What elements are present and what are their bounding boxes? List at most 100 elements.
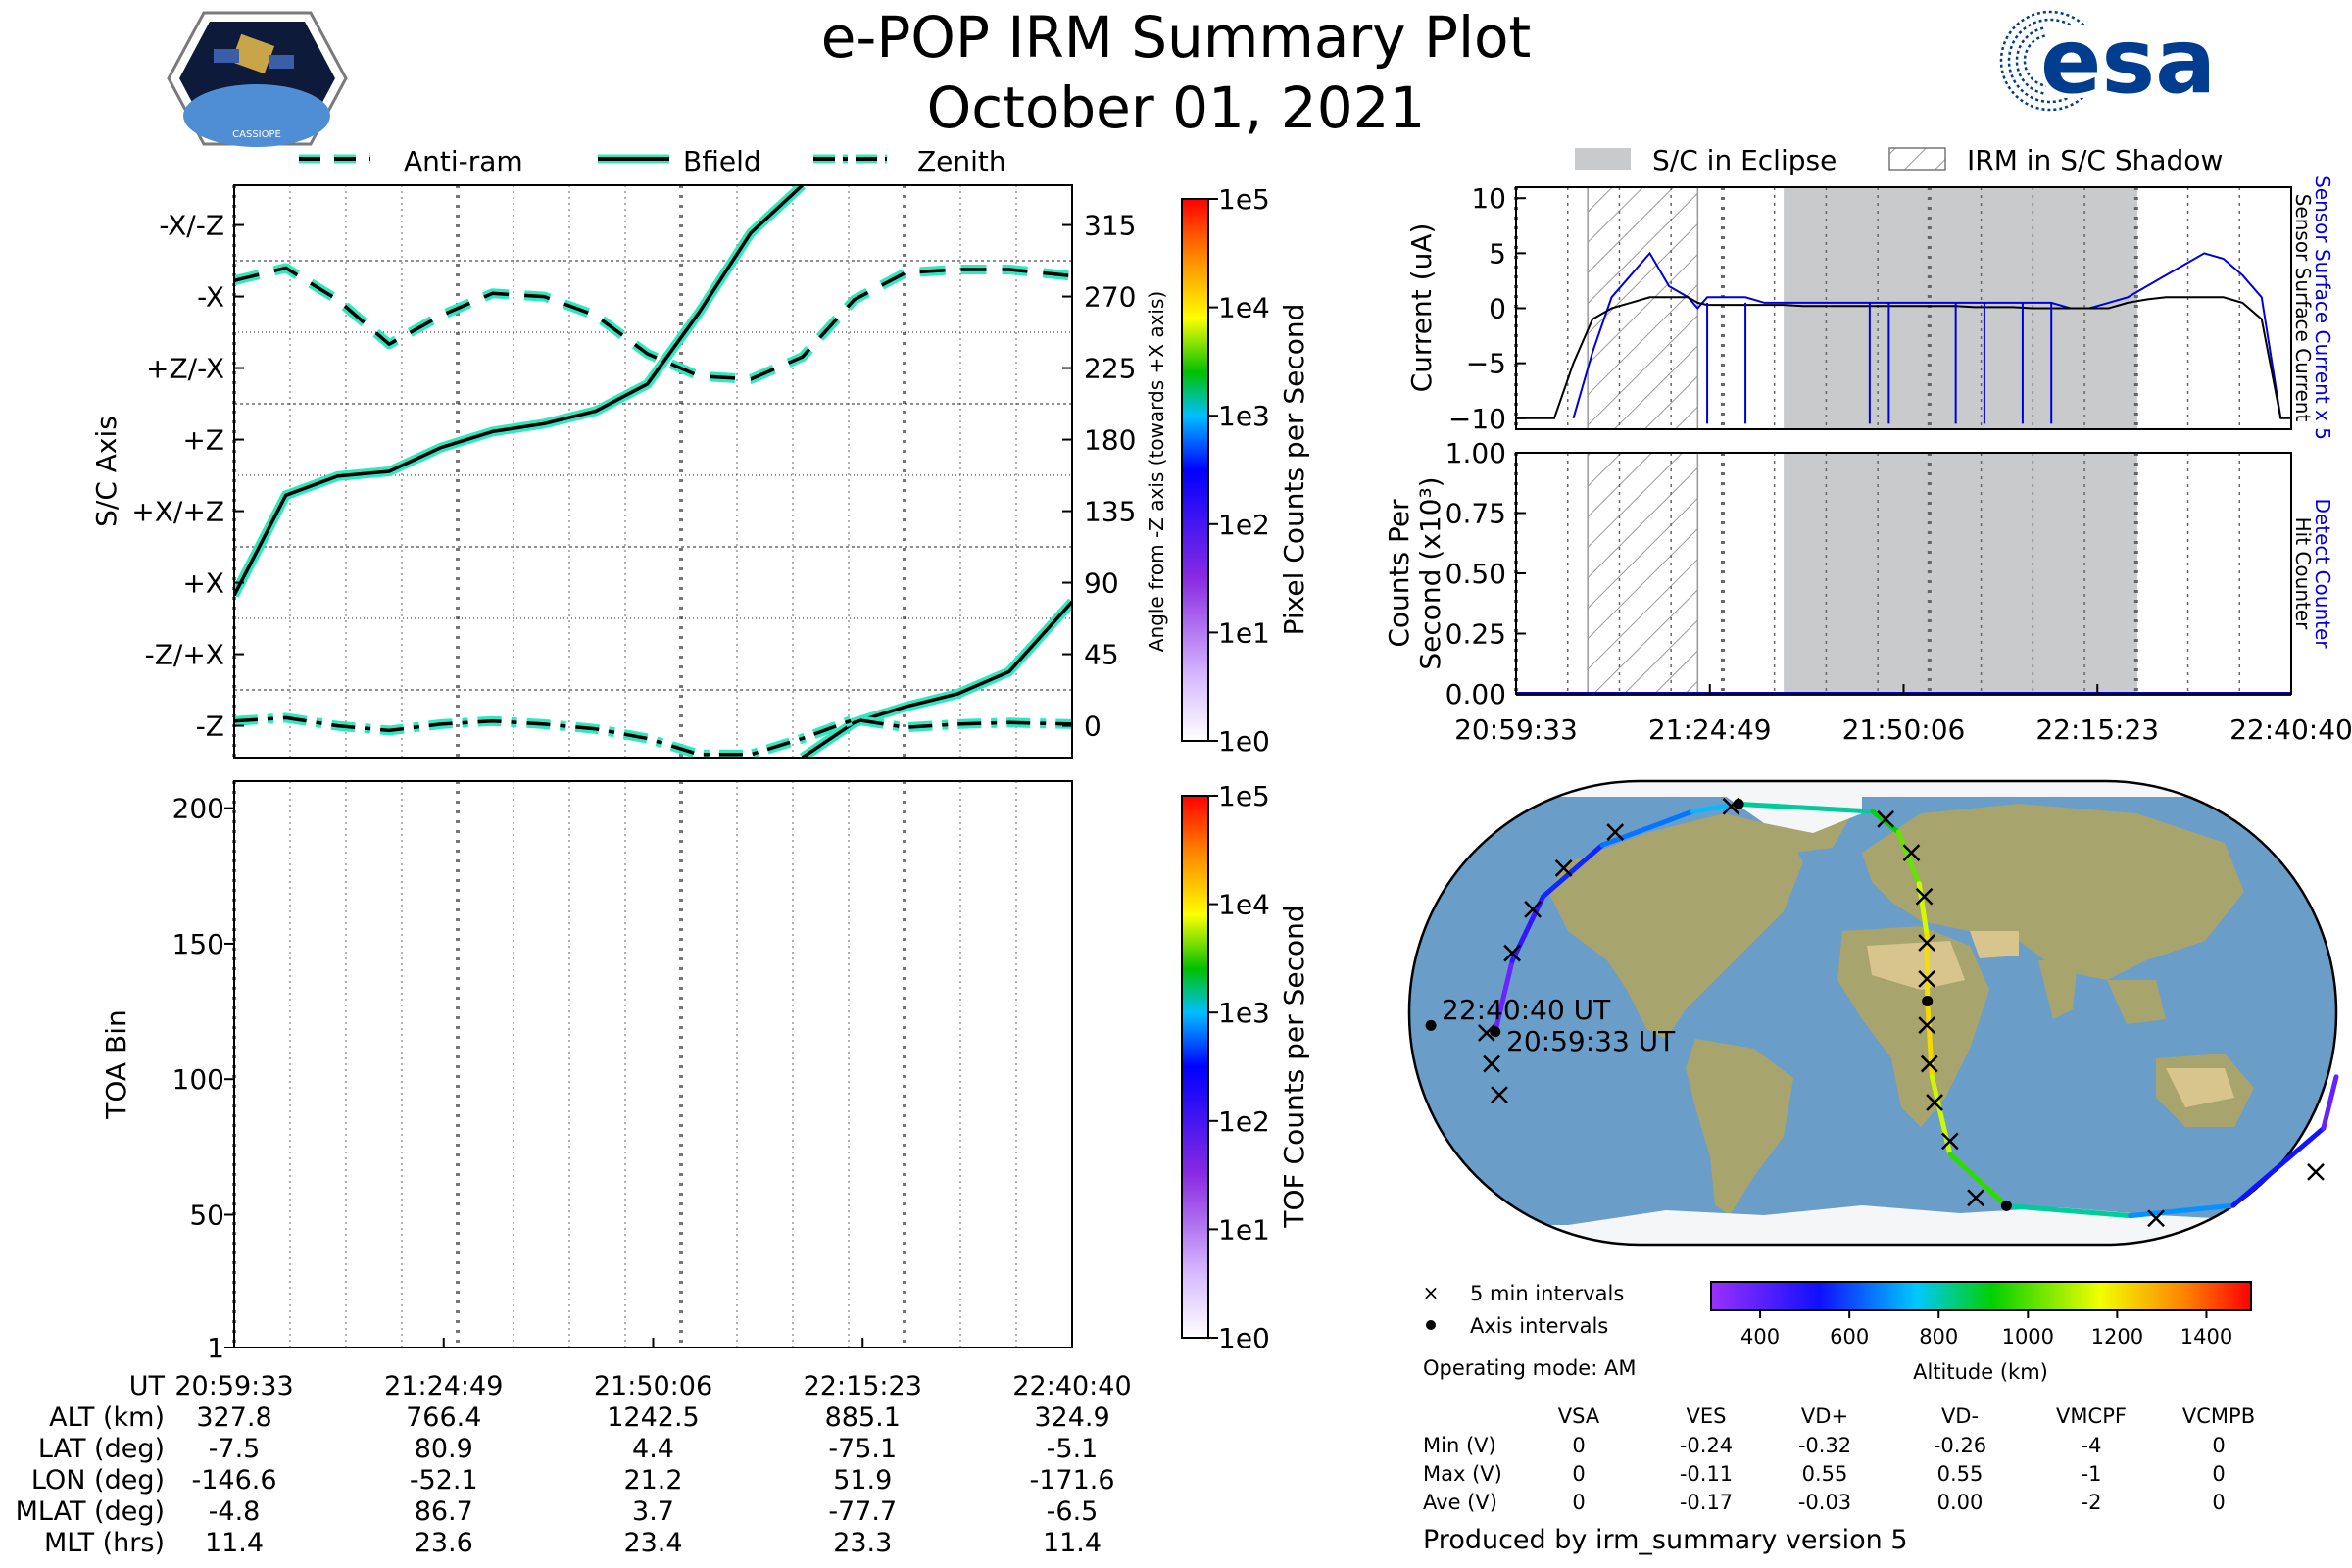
ut-tick-label: 22:40:40 [2230, 713, 2352, 746]
colorbar-tick-label: 1e2 [1218, 509, 1270, 541]
map-start-label: 20:59:33 UT [1506, 1025, 1676, 1057]
orbit-track-segment [2128, 1202, 2236, 1219]
colorbar-tick-label: 1e3 [1218, 400, 1270, 432]
orbit-track-segment [1924, 932, 1931, 1004]
footer-text: Produced by irm_summary version 5 [1423, 1525, 1908, 1555]
ephemeris-cell: -52.1 [410, 1465, 478, 1495]
eclipse-legend: S/C in Eclipse IRM in S/C Shadow [1575, 144, 2223, 176]
ephemeris-cell: 23.6 [415, 1528, 473, 1558]
ephemeris-cell: -146.6 [191, 1465, 276, 1495]
ephemeris-row-label: MLAT (deg) [16, 1496, 165, 1527]
legend-5min: 5 min intervals [1470, 1282, 1624, 1305]
voltage-cell: -0.17 [1680, 1491, 1733, 1514]
esa-logo: esa [1999, 9, 2216, 114]
voltage-cell: 0.55 [1937, 1462, 1984, 1486]
counts-right-label-2: Hit Counter [2291, 517, 2315, 630]
colorbar-tick-label: 1e1 [1218, 1213, 1270, 1246]
ephemeris-cell: 11.4 [1043, 1528, 1102, 1558]
esa-logo-text: esa [2040, 9, 2216, 114]
voltage-cell: 0 [2212, 1462, 2225, 1486]
ephemeris-cell: -7.5 [209, 1434, 261, 1464]
ephemeris-cell: -5.1 [1047, 1434, 1099, 1464]
shadow-band [1587, 186, 1699, 430]
current-series-1 [1516, 296, 2291, 419]
angle-tick-label: 0 [1084, 710, 1102, 743]
ephemeris-cell: 21.2 [623, 1465, 682, 1495]
five-min-marker [1918, 1016, 1936, 1035]
colorbar-tick-label: 1e4 [1218, 889, 1270, 921]
voltage-column-header: VD+ [1801, 1404, 1848, 1428]
ephemeris-cell: -75.1 [828, 1434, 897, 1464]
ephemeris-cell: 23.3 [833, 1528, 892, 1558]
landmasses [1548, 789, 2254, 1215]
voltage-cell: -4 [2082, 1434, 2102, 1457]
orbit-track-segment [1929, 1074, 1953, 1157]
sc-axis-label: -Z/+X [145, 639, 224, 671]
current-series-0 [1572, 251, 2282, 419]
orbit-track-segment [1736, 801, 1876, 814]
pixel-colorbar-label: Pixel Counts per Second [1278, 304, 1310, 636]
voltage-cell: -0.11 [1680, 1462, 1733, 1486]
ephemeris-row-label: MLT (hrs) [44, 1528, 165, 1558]
five-min-marker [1920, 1054, 1938, 1073]
colorbar-tick-label: 1e0 [1218, 1322, 1270, 1354]
voltage-cell: -1 [2082, 1462, 2102, 1486]
legend-axis-intervals: Axis intervals [1470, 1314, 1608, 1338]
ephemeris-cell: 22:40:40 [1012, 1371, 1131, 1401]
eclipse-band [1784, 453, 2137, 694]
sc-axis-label: +Z/-X [146, 353, 224, 385]
voltage-row-label: Ave (V) [1423, 1491, 1497, 1514]
ephemeris-cell: -4.8 [209, 1496, 261, 1527]
voltage-cell: 0 [1572, 1462, 1585, 1486]
ephemeris-row-label: ALT (km) [49, 1402, 165, 1433]
ephemeris-cell: 23.4 [623, 1528, 682, 1558]
tof-colorbar-label: TOF Counts per Second [1278, 905, 1310, 1228]
orbit-track-segment [1895, 829, 1922, 887]
counts-tick-label: 0.50 [1446, 558, 1506, 590]
voltage-cell: 0 [2212, 1434, 2225, 1457]
altitude-tick-label: 600 [1830, 1325, 1869, 1348]
orbit-track-segment [1493, 957, 1515, 1035]
legend-eclipse: S/C in Eclipse [1652, 144, 1837, 176]
toa-tick-label: 50 [189, 1199, 224, 1231]
ephemeris-cell: 885.1 [825, 1402, 901, 1433]
colorbar-tick-label: 1e3 [1218, 997, 1270, 1029]
ephemeris-cell: 22:15:23 [804, 1371, 922, 1401]
voltage-cell: -0.24 [1680, 1434, 1733, 1457]
altitude-tick-label: 1400 [2180, 1325, 2232, 1348]
orbit-track-segment [1509, 894, 1546, 963]
orbit-track-segment [1947, 1152, 2009, 1208]
current-tick-label: 5 [1489, 237, 1506, 270]
ut-tick-label: 20:59:33 [1454, 713, 1578, 746]
altitude-tick-label: 400 [1740, 1325, 1780, 1348]
cassiope-logo: CASSIOPE [167, 11, 348, 147]
attitude-ylabel: S/C Axis [90, 416, 122, 527]
voltage-cell: 0 [1572, 1491, 1585, 1514]
altitude-colorbar: 400 600 800 1000 1200 1400 Altitude (km) [1710, 1281, 2252, 1384]
voltage-cell: -0.03 [1798, 1491, 1851, 1514]
ephemeris-cell: 86.7 [415, 1496, 473, 1527]
five-min-marker [1902, 844, 1921, 861]
ephemeris-cell: 80.9 [415, 1434, 473, 1464]
toa-tick-label: 100 [172, 1063, 224, 1096]
current-right-label-1: Sensor Surface Current x 5 [2311, 175, 2334, 440]
legend-bfield: Bfield [683, 145, 761, 177]
five-min-marker [1926, 1094, 1943, 1111]
orbit-track-segment [2003, 1202, 2133, 1219]
ephemeris-cell: 3.7 [632, 1496, 674, 1527]
five-min-marker [1491, 1086, 1508, 1103]
angle-tick-label: 90 [1084, 567, 1119, 600]
orbit-track-segment [1541, 842, 1605, 900]
ephemeris-row-label: LON (deg) [31, 1465, 165, 1495]
voltage-row-label: Max (V) [1423, 1462, 1502, 1486]
current-ylabel: Current (uA) [1405, 223, 1438, 393]
ephemeris-cell: 51.9 [833, 1465, 892, 1495]
ephemeris-cell: -6.5 [1047, 1496, 1099, 1527]
counts-tick-label: 0.25 [1446, 618, 1506, 651]
altitude-tick-label: 1000 [2002, 1325, 2054, 1348]
voltage-row-label: Min (V) [1423, 1434, 1496, 1457]
ephemeris-cell: 766.4 [406, 1402, 481, 1433]
attitude-series-bfield [234, 185, 804, 597]
attitude-panel: -Z -Z/+X +X +X/+Z +Z +Z/-X -X -X/-Z 0 45 90 135 180… [90, 184, 1168, 759]
five-min-marker [1483, 1054, 1500, 1073]
